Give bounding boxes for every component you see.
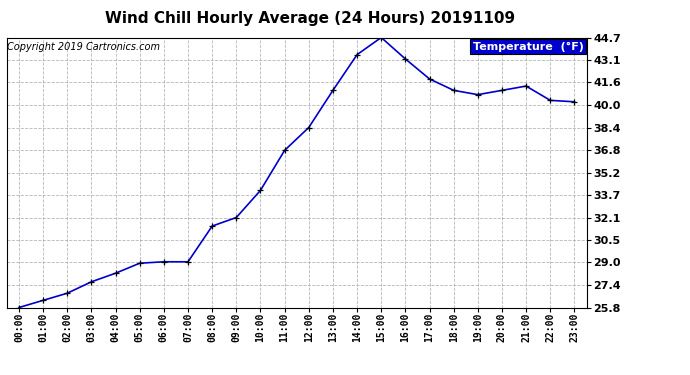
- Text: Temperature  (°F): Temperature (°F): [473, 42, 584, 52]
- Text: Copyright 2019 Cartronics.com: Copyright 2019 Cartronics.com: [8, 42, 161, 51]
- Text: Wind Chill Hourly Average (24 Hours) 20191109: Wind Chill Hourly Average (24 Hours) 201…: [106, 11, 515, 26]
